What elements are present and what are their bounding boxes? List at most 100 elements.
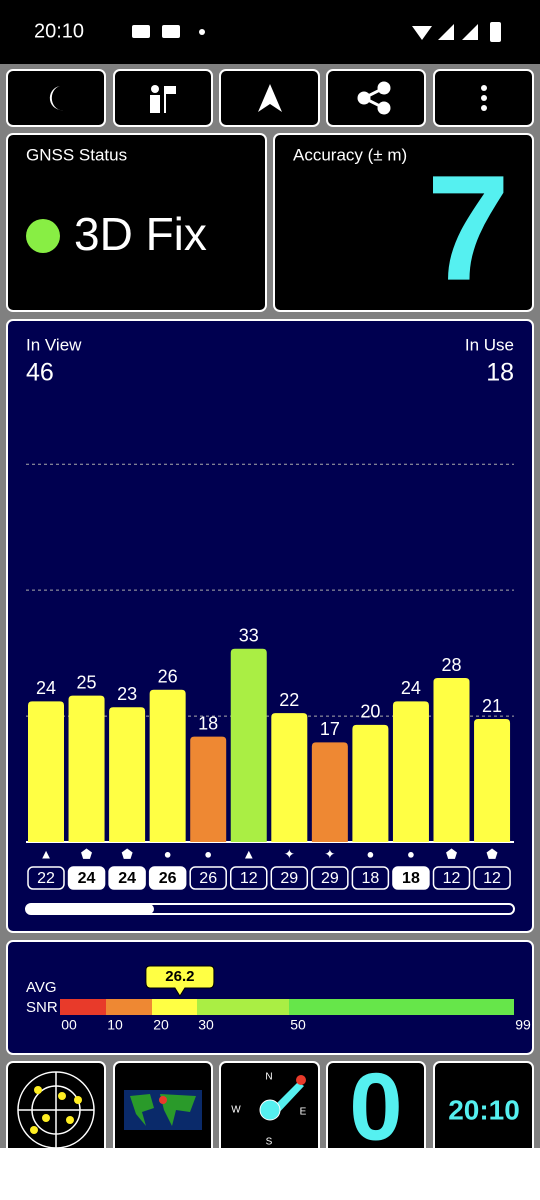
compass-n: N [265,1072,272,1083]
bar [433,678,470,842]
bar [68,695,105,842]
snr-segment [289,999,514,1015]
satellite-id: 12 [240,870,258,887]
map-tile[interactable] [113,1061,213,1163]
compass-w: W [231,1105,241,1116]
bar [109,707,146,842]
satellite-id: 26 [159,870,177,887]
satellite-id: 24 [118,870,136,887]
id-box [311,866,349,890]
status-time: 20:10 [34,20,84,42]
satellites-value: 0 [349,1053,402,1160]
bar [474,719,511,842]
bottom-tiles: N E S W 0 20:10 [6,1053,534,1163]
id-box [351,866,390,890]
id-box [27,866,65,890]
snr-tick-label: 20 [153,1017,169,1033]
constellation-symbol: ● [164,846,172,861]
radar-tile[interactable] [6,1061,106,1163]
bar-value-label: 20 [360,702,380,722]
bar-value-label: 33 [239,625,259,645]
clock-tile[interactable]: 20:10 [433,1061,534,1163]
fix-value: 3D Fix [74,208,207,260]
toolbar [6,69,534,127]
snr-scale: 00 10 20 30 50 99 26.2 [60,965,531,1033]
bar [149,689,186,842]
constellation-symbol: ⬟ [486,846,498,861]
satellite-id: 29 [321,870,339,887]
fix-indicator [26,219,60,253]
id-box [270,866,309,890]
constellation-symbol: ● [407,846,415,861]
accuracy-value: 7 [427,144,510,312]
bar-chart: 24 ▲ 22 25 ⬟ 24 23 ⬟ 24 26 ● 26 18 ● 26 33 ▲ 12 22 ✦ 29 17 ✦ 29… [26,463,514,890]
clock-value: 20:10 [448,1094,520,1125]
in-view-value: 46 [26,359,54,387]
snr-average: 26.2 [165,968,194,985]
in-use-value: 18 [486,359,514,387]
bar [392,701,429,842]
snr-label: SNR [26,999,58,1016]
bar [271,713,308,842]
bar-value-label: 18 [198,713,218,733]
satellite-id: 18 [402,870,420,887]
gnss-panel [6,133,267,312]
bar-value-label: 23 [117,684,137,704]
constellation-symbol: ⬟ [81,846,93,861]
id-box [473,866,511,890]
snr-segment [152,999,197,1015]
satellite-id: 24 [78,870,96,887]
bar-value-label: 24 [36,678,56,698]
satellite-id: 12 [443,870,461,887]
satellite-id: 26 [199,870,217,887]
menu-button[interactable] [433,69,534,127]
share-button[interactable] [326,69,426,127]
constellation-symbol: ✦ [284,846,295,861]
gnss-title: GNSS Status [26,145,127,164]
constellation-symbol: ▲ [242,846,255,861]
in-view-label: In View [26,335,82,354]
id-box [432,866,471,890]
satellites-tile[interactable]: 0 [326,1053,426,1163]
snr-tick-label: 30 [198,1017,214,1033]
constellation-symbol: ▲ [40,846,53,861]
scroll-thumb[interactable] [26,904,154,914]
id-box [108,866,146,890]
bar-value-label: 24 [401,678,421,698]
snr-marker [145,965,215,997]
satellite-id: 29 [280,870,298,887]
guide-button[interactable] [113,69,213,127]
compass-tile[interactable]: N E S W [219,1061,320,1163]
constellation-symbol: ✦ [324,846,335,861]
snr-avg-label: AVG [26,979,57,996]
id-box [189,866,227,890]
snr-tick-label: 99 [515,1017,531,1033]
constellation-symbol: ⬟ [121,846,133,861]
night-button[interactable] [6,69,106,127]
bar [311,742,348,842]
snr-segment [106,999,152,1015]
snr-segment [197,999,289,1015]
id-box [230,866,268,890]
in-use-label: In Use [465,335,514,354]
status-icons [132,22,501,42]
id-box [67,866,106,890]
bar [190,736,227,842]
constellation-symbol: ⬟ [446,846,458,861]
bar [352,724,389,842]
bar-value-label: 28 [441,655,461,675]
snr-tick-label: 50 [290,1017,306,1033]
accuracy-panel [273,133,534,312]
bar-value-label: 26 [158,666,178,686]
snr-tick-label: 00 [61,1017,77,1033]
compass-e: E [300,1107,307,1118]
snr-panel [6,940,534,1055]
bar [230,648,267,842]
bar-value-label: 17 [320,719,340,739]
compass-s: S [266,1137,273,1148]
navigate-button[interactable] [219,69,320,127]
constellation-symbol: ● [204,846,212,861]
snr-segment [60,999,106,1015]
